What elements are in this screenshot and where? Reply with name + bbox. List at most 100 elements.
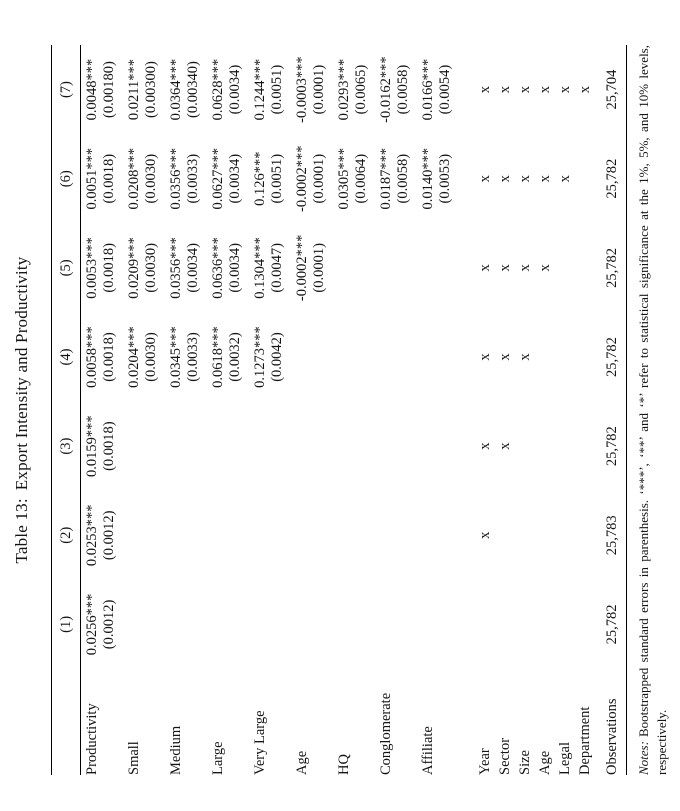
- se-row-age: (0.0001) (0.0001) (0.0001): [311, 45, 333, 775]
- se-small-col1: [143, 580, 165, 669]
- fe-mark-legal-col1: [555, 580, 575, 669]
- fe-mark-year-col5: x: [476, 264, 493, 272]
- coef-small-col4: 0.0204***: [126, 326, 142, 388]
- coef-row-conglomerate: Conglomerate 0.0187*** -0.0162***: [375, 45, 395, 775]
- coef-conglomerate-col3: [375, 402, 395, 491]
- fe-mark-age-col1: [535, 580, 555, 669]
- se-hq-col3: [353, 402, 375, 491]
- se-hq-col4: [353, 312, 375, 401]
- coef-large-col1: [207, 580, 227, 669]
- se-affiliate-col6: (0.0053): [437, 153, 453, 204]
- fe-mark-sector-col4: x: [496, 353, 513, 361]
- fe-mark-legal-col6: x: [556, 175, 573, 183]
- coef-very-large-col6: 0.126***: [252, 151, 268, 206]
- coef-age-col6: -0.0002***: [294, 145, 310, 212]
- coef-affiliate-col6: 0.0140***: [420, 147, 436, 210]
- se-affiliate-col3: [437, 402, 459, 491]
- se-productivity-col2: (0.0012): [101, 510, 117, 561]
- fe-mark-size-col2: [515, 491, 535, 580]
- observations-col2: 25,783: [604, 515, 620, 556]
- fe-mark-age-col5: x: [536, 264, 553, 272]
- coef-large-col7: 0.0628***: [210, 58, 226, 121]
- spacer-before-fixed-effects: [459, 45, 475, 775]
- table-number: Table 13:: [12, 498, 31, 564]
- se-hq-col1: [353, 580, 375, 669]
- fe-mark-size-col4: x: [516, 353, 533, 361]
- fe-mark-year-col4: x: [476, 353, 493, 361]
- se-hq-col2: [353, 491, 375, 580]
- coef-small-col7: 0.0211***: [126, 59, 142, 121]
- coef-affiliate-col3: [417, 402, 437, 491]
- se-row-affiliate: (0.0053) (0.0054): [437, 45, 459, 775]
- fe-mark-age-col6: x: [536, 175, 553, 183]
- se-age-col1: [311, 580, 333, 669]
- se-small-col6: (0.0030): [143, 153, 159, 204]
- fe-label-department: Department: [576, 706, 593, 775]
- fe-mark-year-col6: x: [476, 175, 493, 183]
- se-age-col2: [311, 491, 333, 580]
- se-conglomerate-col7: (0.0058): [395, 64, 411, 115]
- row-label-age: Age: [294, 750, 310, 775]
- column-header-1: (1): [51, 579, 81, 669]
- se-very-large-col4: (0.0042): [269, 332, 285, 382]
- se-medium-col7: (0.00340): [185, 61, 201, 118]
- se-small-col4: (0.0030): [143, 332, 159, 382]
- coef-hq-col1: [333, 580, 353, 669]
- se-large-col4: (0.0032): [227, 332, 243, 382]
- coef-row-age: Age -0.0002*** -0.0002*** -0.0003***: [291, 45, 311, 775]
- se-row-hq: (0.0064) (0.0065): [353, 45, 375, 775]
- fe-mark-legal-col2: [555, 491, 575, 580]
- coef-row-affiliate: Affiliate 0.0140*** 0.0166***: [417, 45, 437, 775]
- column-header-2: (2): [51, 490, 81, 580]
- fe-row-department: Department x: [575, 45, 595, 775]
- fe-mark-age-col2: [535, 491, 555, 580]
- header-row: (1) (2) (3) (4) (5) (6) (7): [51, 45, 81, 775]
- fe-mark-year-col2: x: [476, 531, 493, 539]
- row-label-affiliate: Affiliate: [420, 726, 436, 775]
- fe-row-legal: Legal x x: [555, 45, 575, 775]
- se-very-large-col6: (0.0051): [269, 153, 285, 204]
- table-title: Export Intensity and Productivity: [12, 256, 31, 491]
- fe-mark-sector-col1: [495, 580, 515, 669]
- fe-mark-size-col3: [515, 402, 535, 491]
- coef-hq-col4: [333, 312, 353, 401]
- fe-label-sector: Sector: [496, 737, 513, 775]
- fe-mark-sector-col7: x: [496, 85, 513, 94]
- se-very-large-col5: (0.0047): [269, 243, 285, 293]
- coef-productivity-col5: 0.0053***: [84, 237, 100, 299]
- se-medium-col6: (0.0033): [185, 153, 201, 204]
- fe-label-year: Year: [476, 748, 493, 775]
- coef-productivity-col2: 0.0253***: [84, 504, 100, 567]
- observations-col4: 25,782: [604, 337, 620, 377]
- se-very-large-col1: [269, 580, 291, 669]
- coef-row-hq: HQ 0.0305*** 0.0293***: [333, 45, 353, 775]
- coef-very-large-col1: [249, 580, 269, 669]
- fe-mark-size-col7: x: [516, 85, 533, 94]
- fe-row-size: Size x x x x: [515, 45, 535, 775]
- coef-affiliate-col1: [417, 580, 437, 669]
- se-row-medium: (0.0033) (0.0034) (0.0033) (0.00340): [185, 45, 207, 775]
- fe-mark-department-col6: [575, 134, 595, 223]
- se-conglomerate-col5: [395, 223, 417, 312]
- column-header-3: (3): [51, 401, 81, 491]
- coef-hq-col3: [333, 402, 353, 491]
- coef-small-col6: 0.0208***: [126, 147, 142, 210]
- se-hq-col7: (0.0065): [353, 64, 369, 115]
- fe-mark-legal-col3: [555, 402, 575, 491]
- coef-age-col7: -0.0003***: [294, 56, 310, 123]
- coef-very-large-col7: 0.1244***: [252, 58, 268, 121]
- se-medium-col3: [185, 402, 207, 491]
- fe-mark-sector-col6: x: [496, 175, 513, 183]
- coef-large-col6: 0.0627***: [210, 147, 226, 210]
- fe-row-age: Age x x x: [535, 45, 555, 775]
- coef-medium-col4: 0.0345***: [168, 326, 184, 388]
- se-small-col3: [143, 402, 165, 491]
- fe-mark-department-col2: [575, 491, 595, 580]
- fe-label-size: Size: [516, 750, 533, 775]
- se-productivity-col5: (0.0018): [101, 243, 117, 293]
- se-affiliate-col7: (0.0054): [437, 64, 453, 115]
- se-medium-col4: (0.0033): [185, 332, 201, 382]
- coef-age-col1: [291, 580, 311, 669]
- fe-mark-department-col3: [575, 402, 595, 491]
- coef-very-large-col5: 0.1304***: [252, 237, 268, 299]
